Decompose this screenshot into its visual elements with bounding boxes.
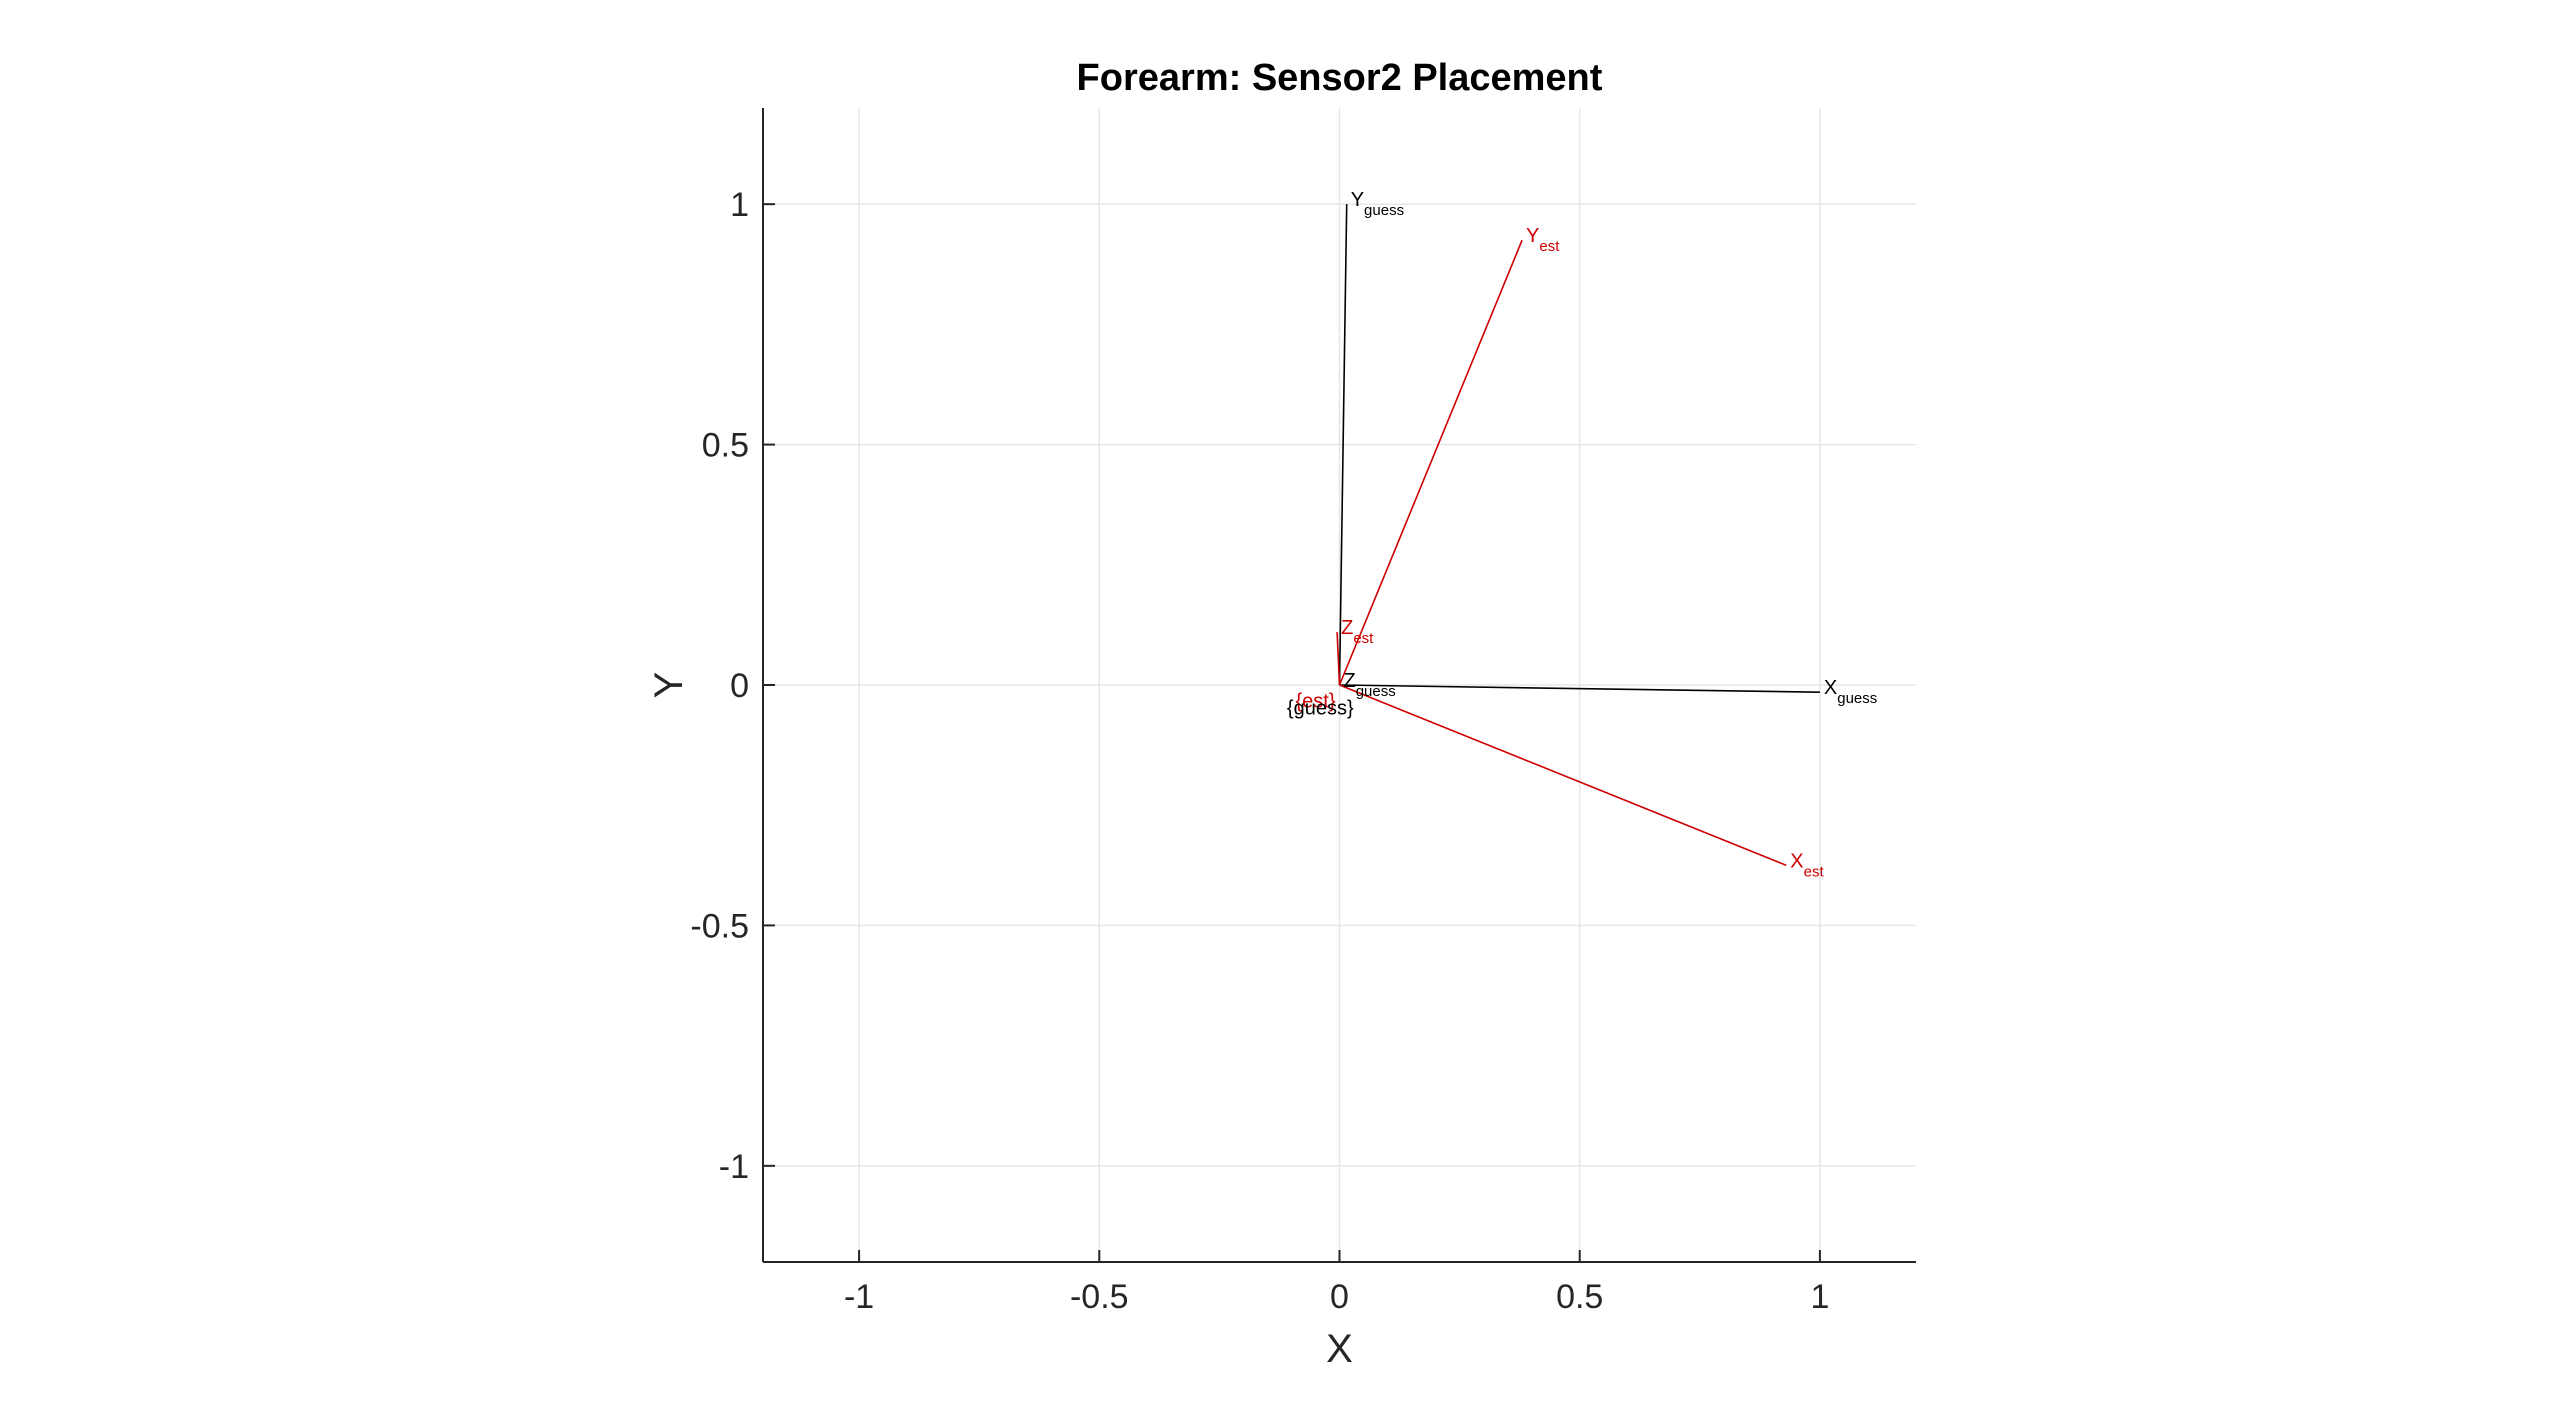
y-tick-label: 1: [730, 186, 749, 224]
vector-label-x-est: Xest: [1790, 850, 1824, 880]
vector-label-y-est: Yest: [1526, 225, 1560, 255]
y-tick-label: 0: [730, 667, 749, 705]
vector-label-z-est: Zest: [1341, 617, 1374, 647]
y-tick-label: -0.5: [690, 907, 749, 945]
frame-label: {est}: [1295, 690, 1335, 712]
vector-z-est: [1336, 632, 1341, 686]
axes: -1 -0.5 0 0.5 1 -1 -0.5 0 0.5 1: [690, 108, 1916, 1316]
vectors: [1336, 204, 1820, 867]
x-tick-label: 0.5: [1556, 1278, 1603, 1316]
vector-y-est: [1338, 239, 1523, 686]
y-axis-label: Y: [647, 672, 691, 699]
vector-x-est: [1339, 684, 1787, 867]
vector-label-z-guess: Zguess: [1344, 670, 1396, 700]
y-tick-label: -1: [719, 1148, 749, 1186]
x-tick-label: 0: [1330, 1278, 1349, 1316]
y-tick-label: 0.5: [702, 427, 749, 465]
vector-label-x-guess: Xguess: [1824, 677, 1877, 707]
x-tick-label: -0.5: [1070, 1278, 1129, 1316]
chart-title: Forearm: Sensor2 Placement: [1077, 57, 1603, 99]
x-axis-label: X: [1326, 1327, 1353, 1371]
vector-labels: Xguess Yguess Zguess Xest Yest Zest {est}{gues…: [1287, 189, 1877, 880]
frame-label: {guess}: [1287, 698, 1354, 720]
x-tick-label: 1: [1810, 1278, 1829, 1316]
vector-y-guess: [1338, 204, 1348, 686]
grid: [763, 108, 1916, 1262]
vector-x-guess: [1339, 684, 1820, 694]
vector-label-y-guess: Yguess: [1351, 189, 1404, 219]
x-tick-label: -1: [844, 1278, 874, 1316]
